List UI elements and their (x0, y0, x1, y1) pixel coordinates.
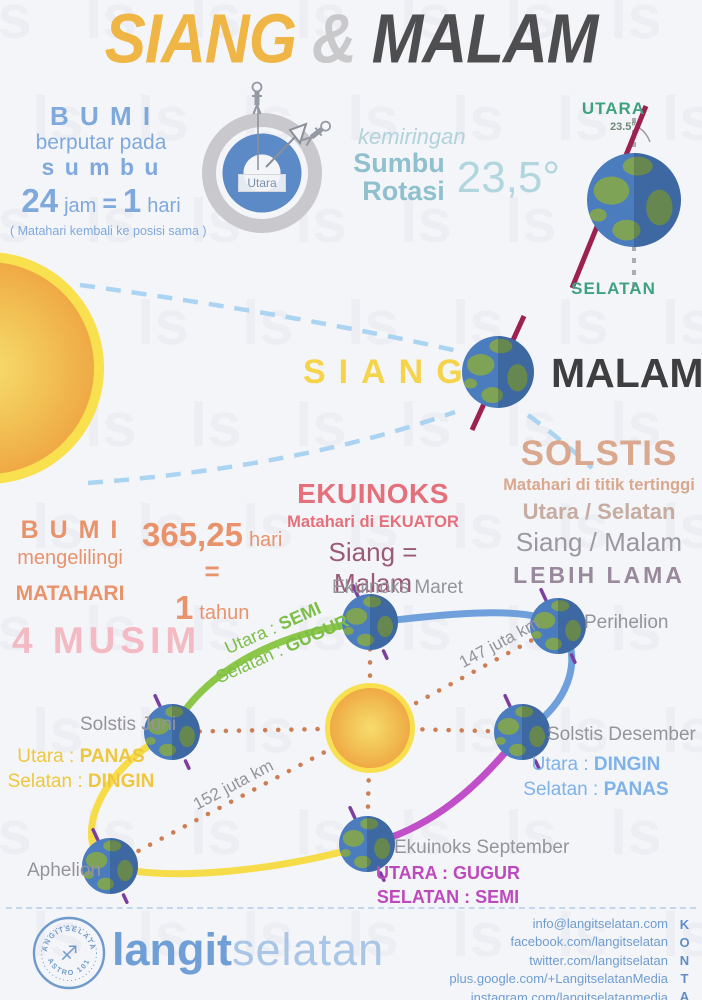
tilt-sumbu-rotasi: Sumbu Rotasi (353, 148, 445, 206)
contact-instagram[interactable]: instagram.com/langitselatanmedia (470, 989, 668, 1000)
kontak-vertical-label: KONTAK (677, 917, 692, 1000)
sun-center-icon (325, 683, 415, 773)
revolution-matahari: MATAHARI (15, 582, 125, 605)
rotation-line1: berputar pada (35, 131, 167, 155)
langitselatan-wordmark: langit selatan (112, 924, 385, 975)
earth-utara-label: UTARA (581, 99, 646, 118)
orbit-dashed-lines (79, 282, 594, 486)
revolution-bumi: B U M I (20, 516, 120, 544)
contact-twitter[interactable]: twitter.com/langitselatan (529, 952, 668, 968)
label-ekuinoks-maret: Ekuinoks Maret (332, 577, 463, 598)
person-icon (252, 83, 262, 115)
rotation-sumbu: s u m b u (41, 153, 161, 180)
axis-tilt-block: kemiringan Sumbu Rotasi 23,5° (350, 124, 560, 205)
title-malam: MALAM (371, 0, 599, 79)
orbit-earths (82, 583, 586, 905)
malam-label: MALAM (551, 350, 702, 396)
rotation-note: ( Matahari kembali ke posisi sama ) (10, 224, 207, 239)
seasons-september: UTARA : GUGUR SELATAN : SEMI (376, 863, 520, 907)
contact-googleplus[interactable]: plus.google.com/+LangitselatanMedia (449, 971, 668, 987)
earth-angle-label: 23.5° (610, 121, 636, 133)
rotation-facts: B U M I berputar pada s u m b u 24 jam =… (10, 101, 207, 239)
solstis-title: SOLSTIS (520, 434, 678, 473)
page-title: SIANG & MALAM (0, 0, 702, 79)
label-ekuinoks-september: Ekuinoks September (394, 837, 570, 858)
siang-label: SIANG (303, 353, 476, 391)
contact-facebook[interactable]: facebook.com/langitselatan (510, 934, 668, 950)
musim-title: 4 MUSIM (12, 620, 202, 661)
langitselatan-stamp-logo: LANGITSELATAN ASTRO 101 ♐ (30, 914, 106, 990)
sun-large-icon (0, 252, 104, 484)
contact-email[interactable]: info@langitselatan.com (532, 916, 668, 931)
contact-links: info@langitselatan.com facebook.com/lang… (449, 915, 668, 1000)
ekuinoks-block: EKUINOKS Matahari di EKUATOR Siang = Mal… (287, 478, 459, 598)
rotation-compass-icon (202, 83, 332, 233)
rotation-equation: 24 jam = 1 hari (21, 182, 181, 220)
title-siang: SIANG (104, 0, 297, 79)
label-aphelion: Aphelion (27, 860, 101, 881)
label-solstis-desember: Solstis Desember (547, 724, 696, 745)
sagittarius-icon: ♐ (60, 941, 78, 965)
compass-utara-label: Utara (238, 174, 286, 192)
seasons-juni: Utara : PANAS Selatan : DINGIN (7, 746, 155, 793)
label-solstis-juni: Solstis Juni (80, 714, 177, 735)
title-ampersand: & (311, 0, 357, 79)
label-perihelion: Perihelion (584, 612, 669, 633)
revolution-facts: B U M I mengelilingi MATAHARI 365,25 har… (12, 516, 283, 627)
footer-divider (6, 907, 696, 909)
tilted-earth-icon (569, 105, 681, 292)
solstis-block: SOLSTIS Matahari di titik tertinggi Utar… (500, 434, 698, 589)
day-night-earth-icon (462, 314, 534, 432)
earth-selatan-label: SELATAN (571, 279, 656, 298)
rotation-bumi: B U M I (49, 101, 153, 131)
tilt-angle-value: 23,5° (456, 152, 560, 202)
tilt-kemiringan: kemiringan (358, 124, 466, 149)
seasons-desember: Utara : DINGIN Selatan : PANAS (523, 754, 669, 801)
ekuinoks-title: EKUINOKS (297, 478, 449, 509)
